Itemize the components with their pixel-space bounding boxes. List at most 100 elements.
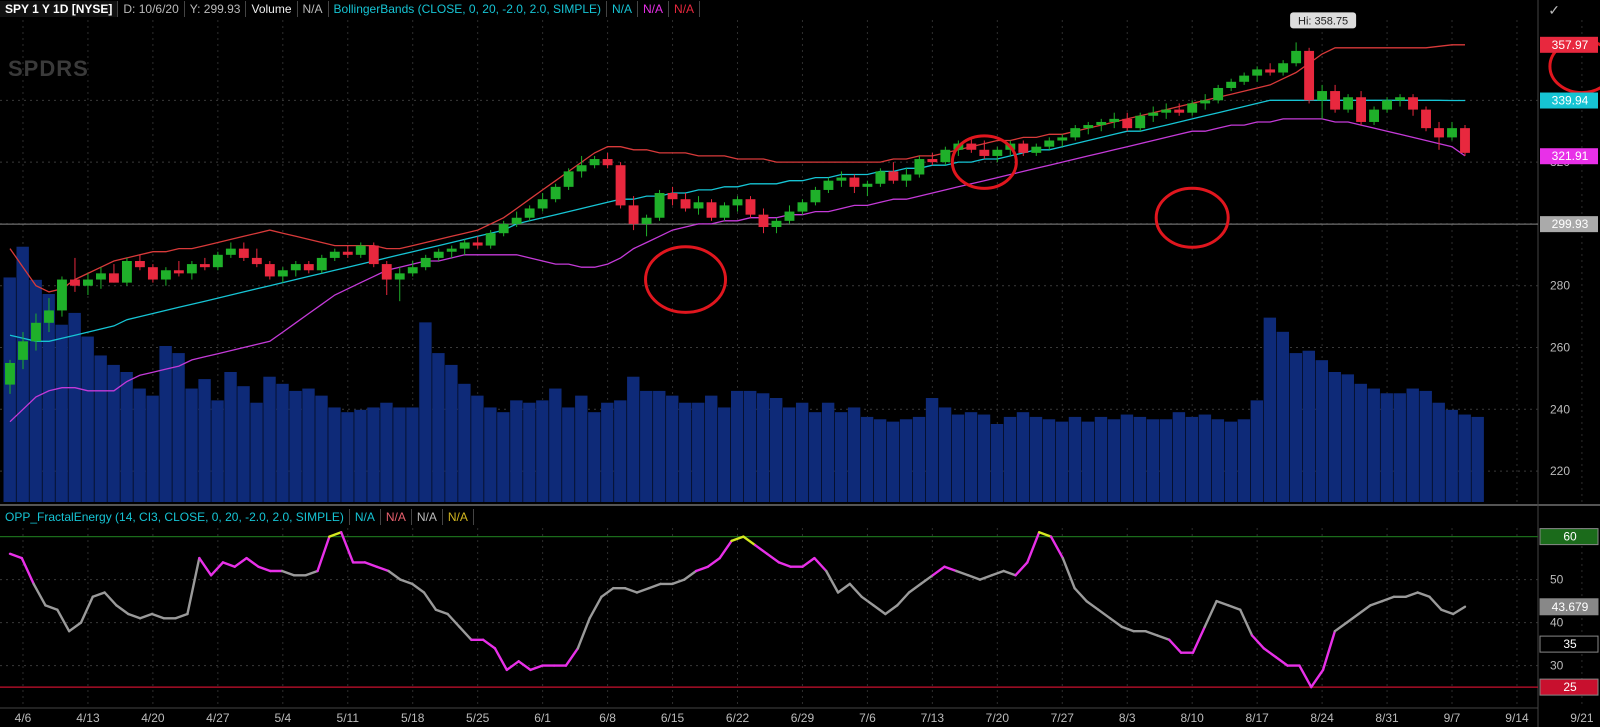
fe-line-segment xyxy=(564,647,580,667)
fe-tag-label: 35 xyxy=(1563,637,1577,651)
volume-bar xyxy=(263,376,276,502)
fe-line-segment xyxy=(20,556,35,586)
volume-bar xyxy=(1458,414,1471,502)
upper-header: SPY 1 Y 1D [NYSE] D: 10/6/20 Y: 299.93 V… xyxy=(0,0,701,18)
volume-bar xyxy=(860,416,874,502)
bollinger-value-upper: N/A xyxy=(669,1,701,17)
candle-body xyxy=(96,273,106,280)
fe-line-segment xyxy=(860,595,875,607)
fe-line-segment xyxy=(694,565,710,573)
volume-bar xyxy=(1081,421,1095,502)
candle-body xyxy=(667,193,678,200)
candle-body xyxy=(5,362,15,385)
volume-label[interactable]: Volume xyxy=(246,1,298,17)
volume-bar xyxy=(562,407,575,502)
bollinger-label[interactable]: BollingerBands (CLOSE, 0, 20, -2.0, 2.0,… xyxy=(329,1,607,17)
volume-bar xyxy=(601,402,614,502)
fe-line-segment xyxy=(1168,638,1183,654)
candle-body xyxy=(745,199,756,215)
fe-line-segment xyxy=(316,535,331,573)
candle-body xyxy=(1460,128,1470,153)
fe-line-segment xyxy=(79,595,95,624)
candle-body xyxy=(1083,125,1094,129)
fe-line-segment xyxy=(233,556,248,568)
fe-tag-box xyxy=(1539,635,1599,653)
volume-bar xyxy=(614,400,627,502)
fe-line-segment xyxy=(1203,599,1218,629)
lower-header: OPP_FractalEnergy (14, CI3, CLOSE, 0, 20… xyxy=(0,508,474,526)
date-tick-label: 7/13 xyxy=(921,711,945,725)
candle-body xyxy=(70,279,80,286)
volume-bar xyxy=(159,346,172,502)
volume-bar xyxy=(640,390,653,502)
volume-bar xyxy=(679,402,692,502)
price-tag-label: 321.91 xyxy=(1552,149,1589,163)
fe-line-segment xyxy=(446,612,461,629)
volume-bar xyxy=(1068,416,1082,502)
volume-bar xyxy=(55,324,68,502)
candle-body xyxy=(1239,75,1250,82)
fe-line-segment xyxy=(895,591,911,607)
date-tick-label: 5/25 xyxy=(466,711,490,725)
date-tick-label: 9/14 xyxy=(1505,711,1529,725)
candle-body xyxy=(524,208,535,218)
date-tick-label: 8/3 xyxy=(1119,711,1136,725)
date-tick-label: 6/15 xyxy=(661,711,685,725)
fe-line-segment xyxy=(481,638,497,650)
volume-bar xyxy=(718,407,731,502)
candle-body xyxy=(1213,87,1224,101)
volume-bar xyxy=(1146,419,1160,502)
fe-line-segment xyxy=(671,578,686,586)
candle-body xyxy=(511,217,522,224)
candle-body xyxy=(316,257,327,271)
price-tick-label: 260 xyxy=(1550,341,1570,355)
date-tick-label: 6/8 xyxy=(599,711,616,725)
fractal-energy-label[interactable]: OPP_FractalEnergy (14, CI3, CLOSE, 0, 20… xyxy=(0,509,350,525)
fe-line-segment xyxy=(127,612,142,620)
fe-line-segment xyxy=(825,569,840,594)
volume-bar xyxy=(380,402,393,502)
fe-line-segment xyxy=(1321,630,1337,672)
volume-bar xyxy=(1224,421,1238,502)
candle-body xyxy=(1421,109,1431,129)
annotation-circle xyxy=(644,245,728,314)
fe-value-3: N/A xyxy=(412,509,443,525)
volume-bar xyxy=(328,407,341,502)
drawing-tool-icon[interactable]: ✓ xyxy=(1548,2,1560,18)
candle-body xyxy=(849,177,860,187)
volume-bar xyxy=(1185,416,1199,502)
candle-body xyxy=(108,273,119,283)
candle-body xyxy=(940,149,951,163)
fe-line-segment xyxy=(955,569,970,577)
spdrs-logo: SPDRS xyxy=(8,56,89,81)
volume-bar xyxy=(1029,416,1043,502)
symbol-label[interactable]: SPY 1 Y 1D [NYSE] xyxy=(0,1,119,17)
volume-bar xyxy=(938,407,952,502)
candle-body xyxy=(225,248,236,255)
candle-body xyxy=(173,270,184,274)
fe-value-2: N/A xyxy=(381,509,412,525)
fe-line-segment xyxy=(221,561,236,568)
volume-bar xyxy=(211,400,224,502)
candle-body xyxy=(1434,128,1444,138)
fe-line-segment xyxy=(328,531,343,538)
candle-body xyxy=(407,267,418,274)
volume-bar xyxy=(795,402,809,502)
candle-body xyxy=(1096,121,1107,126)
volume-bar xyxy=(1393,393,1406,502)
fe-tick-label: 50 xyxy=(1550,573,1564,587)
volume-bar xyxy=(1198,414,1212,502)
candle-body xyxy=(979,149,990,156)
candle-body xyxy=(381,264,392,280)
bollinger-lower-line xyxy=(9,118,1466,423)
candle-body xyxy=(134,261,145,268)
fe-tag-box xyxy=(1539,598,1599,616)
candle-body xyxy=(732,199,743,206)
fe-line-segment xyxy=(91,591,106,598)
candle-body xyxy=(251,257,262,265)
volume-bar xyxy=(1107,419,1121,502)
candle-body xyxy=(1265,69,1276,73)
candle-body xyxy=(1330,91,1341,110)
candle-body xyxy=(914,159,925,175)
